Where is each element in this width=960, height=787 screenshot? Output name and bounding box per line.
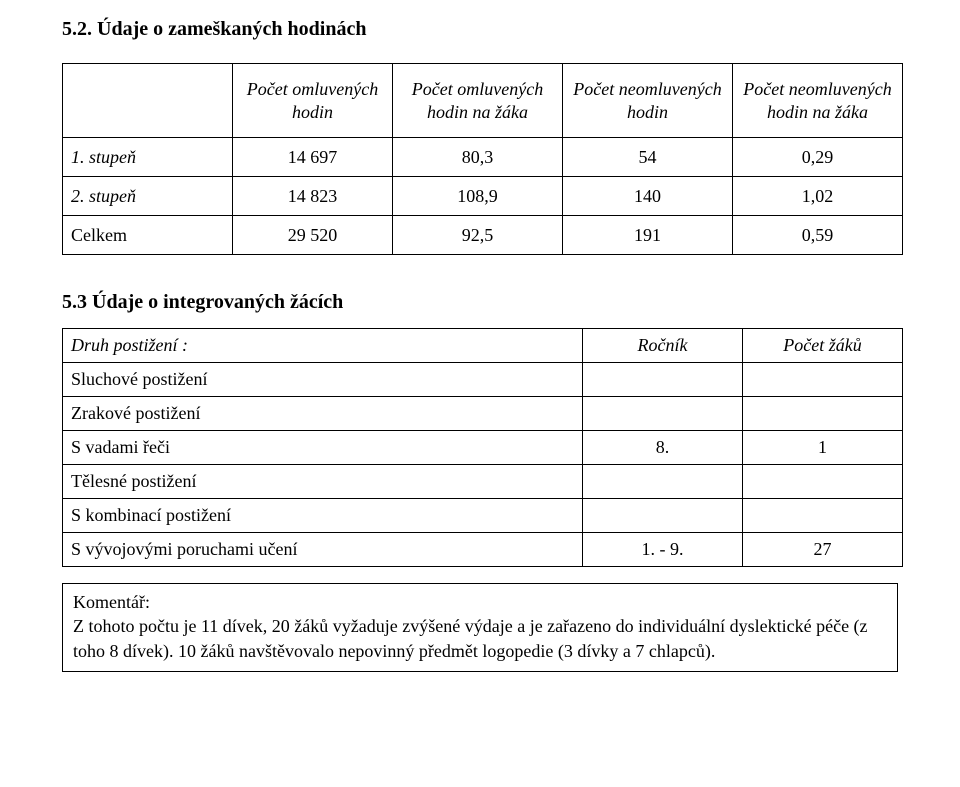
table2-row-label: S kombinací postižení — [63, 499, 583, 533]
table1-cell: 80,3 — [393, 138, 563, 177]
table2-cell — [583, 499, 743, 533]
comment-title: Komentář: — [73, 590, 887, 614]
table2-row-label: Sluchové postižení — [63, 363, 583, 397]
table2-row-label: Tělesné postižení — [63, 465, 583, 499]
table1-cell: 54 — [563, 138, 733, 177]
missed-hours-table: Počet omluvených hodin Počet omluvených … — [62, 63, 903, 255]
table2-cell: 8. — [583, 431, 743, 465]
table2-cell: 27 — [743, 533, 903, 567]
table2-cell — [743, 363, 903, 397]
table1-header-empty — [63, 64, 233, 138]
table1-cell: 191 — [563, 216, 733, 255]
table2-cell: 1 — [743, 431, 903, 465]
section-heading-5-2: 5.2. Údaje o zameškaných hodinách — [62, 18, 898, 41]
table1-cell: 14 823 — [233, 177, 393, 216]
table1-row-label: Celkem — [63, 216, 233, 255]
table1-cell: 1,02 — [733, 177, 903, 216]
table2-cell — [743, 397, 903, 431]
table1-header-4: Počet neomluvených hodin na žáka — [733, 64, 903, 138]
table1-header-1: Počet omluvených hodin — [233, 64, 393, 138]
table2-cell — [583, 363, 743, 397]
table2-cell: 1. - 9. — [583, 533, 743, 567]
table2-row-label: S vývojovými poruchami učení — [63, 533, 583, 567]
table2-header-2: Ročník — [583, 329, 743, 363]
comment-box: Komentář: Z tohoto počtu je 11 dívek, 20… — [62, 583, 898, 672]
table1-cell: 92,5 — [393, 216, 563, 255]
table1-cell: 0,29 — [733, 138, 903, 177]
table1-row-label: 2. stupeň — [63, 177, 233, 216]
table2-header-1: Druh postižení : — [63, 329, 583, 363]
comment-body: Z tohoto počtu je 11 dívek, 20 žáků vyža… — [73, 614, 887, 663]
table1-row-label: 1. stupeň — [63, 138, 233, 177]
table1-cell: 108,9 — [393, 177, 563, 216]
table1-cell: 140 — [563, 177, 733, 216]
table1-header-3: Počet neomluvených hodin — [563, 64, 733, 138]
table1-cell: 0,59 — [733, 216, 903, 255]
table2-cell — [743, 499, 903, 533]
table1-header-2: Počet omluvených hodin na žáka — [393, 64, 563, 138]
table2-cell — [583, 397, 743, 431]
table2-row-label: Zrakové postižení — [63, 397, 583, 431]
table2-cell — [583, 465, 743, 499]
table1-cell: 14 697 — [233, 138, 393, 177]
integrated-pupils-table: Druh postižení : Ročník Počet žáků Sluch… — [62, 328, 903, 567]
table1-cell: 29 520 — [233, 216, 393, 255]
section-heading-5-3: 5.3 Údaje o integrovaných žácích — [62, 291, 898, 314]
table2-header-3: Počet žáků — [743, 329, 903, 363]
table2-row-label: S vadami řeči — [63, 431, 583, 465]
table2-cell — [743, 465, 903, 499]
